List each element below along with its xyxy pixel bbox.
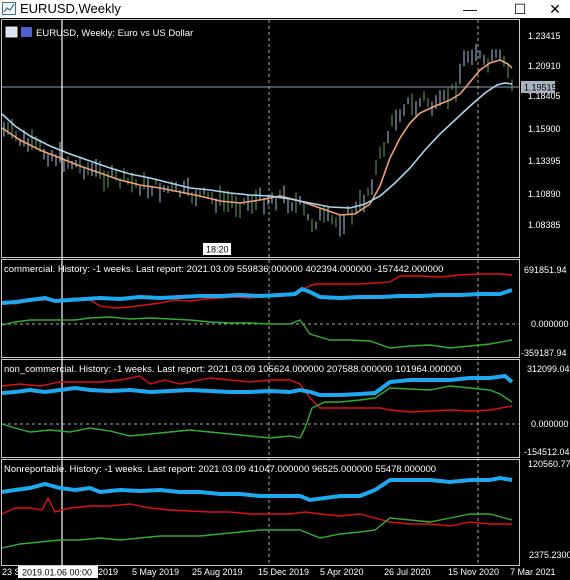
chart-area[interactable]: EURUSD, Weekly: Euro vs US Dollar 1.2341… bbox=[0, 18, 570, 580]
price-axis: 1.23415 1.20910 1.18405 1.15900 1.13395 1.108… bbox=[528, 31, 561, 230]
window-title: EURUSD,Weekly bbox=[20, 1, 121, 16]
commercial-green-series bbox=[1, 316, 513, 349]
price-tick-label: 1.13395 bbox=[528, 156, 561, 166]
time-tick-label: 2019 bbox=[98, 567, 118, 577]
chart-window-icon bbox=[2, 2, 16, 15]
time-cursor-label: 2019.01.06 00:00 bbox=[22, 568, 92, 578]
time-tick-label: 23 Se bbox=[2, 567, 26, 577]
time-cursor-badge: 2019.01.06 00:00 bbox=[18, 566, 98, 578]
commercial-title: commercial. History: -1 weeks. Last repo… bbox=[4, 264, 443, 275]
time-tick-label: 5 Apr 2020 bbox=[320, 567, 364, 577]
time-tick-label: 7 Mar 2021 bbox=[510, 567, 556, 577]
price-tick-label: 1.10890 bbox=[528, 189, 561, 199]
commercial-blue-series bbox=[1, 286, 513, 305]
price-tick-label: 1.23415 bbox=[528, 31, 561, 41]
nonreportable-panel-frame bbox=[1, 459, 520, 566]
price-tick-label: 1.18405 bbox=[528, 91, 561, 101]
nonreportable-blue-series bbox=[1, 475, 513, 503]
close-button[interactable]: ✕ bbox=[549, 1, 561, 17]
minimize-button[interactable]: — bbox=[463, 1, 477, 17]
fast-moving-average bbox=[1, 59, 513, 216]
nonreportable-axis-bottom: 2375.2300 bbox=[529, 550, 570, 560]
price-tick-label: 1.08385 bbox=[528, 220, 561, 230]
price-tick-label: 1.20910 bbox=[528, 61, 561, 71]
commercial-red-series bbox=[1, 273, 513, 309]
commercial-axis-zero: 0.000000 bbox=[531, 319, 569, 329]
main-panel-frame bbox=[1, 19, 520, 258]
time-axis: 23 Se 2019 5 May 2019 25 Aug 2019 15 Dec 201… bbox=[2, 567, 556, 577]
current-price-badge: 1.19519 bbox=[521, 81, 557, 93]
symbol-header: EURUSD, Weekly: Euro vs US Dollar bbox=[5, 26, 193, 39]
price-candles bbox=[3, 43, 513, 237]
flag-icon bbox=[21, 27, 32, 37]
noncommercial-red-series bbox=[1, 375, 513, 413]
noncommercial-axis-bottom: -154512.04 bbox=[524, 447, 570, 457]
slow-moving-average bbox=[1, 82, 513, 209]
price-tick-label: 1.15900 bbox=[528, 124, 561, 134]
time-tick-label: 5 May 2019 bbox=[132, 567, 179, 577]
maximize-button[interactable]: ☐ bbox=[513, 1, 527, 17]
commercial-axis-bottom: -359187.94 bbox=[521, 348, 567, 358]
noncommercial-axis-top: 312099.04 bbox=[527, 364, 570, 374]
crosshair-time: 18:20 bbox=[206, 245, 229, 255]
noncommercial-panel-frame bbox=[1, 359, 520, 458]
nonreportable-axis-top: 120560.77 bbox=[528, 459, 570, 469]
noncommercial-title: non_commercial. History: -1 weeks. Last … bbox=[4, 364, 461, 375]
nonreportable-red-series bbox=[1, 496, 512, 527]
time-tick-label: 15 Dec 2019 bbox=[258, 567, 309, 577]
chart-header-text: EURUSD, Weekly: Euro vs US Dollar bbox=[36, 28, 193, 39]
window-titlebar: EURUSD,Weekly — ☐ ✕ bbox=[0, 0, 570, 18]
commercial-panel-frame bbox=[1, 259, 520, 358]
time-tick-label: 15 Nov 2020 bbox=[448, 567, 499, 577]
crosshair-time-badge: 18:20 bbox=[203, 243, 231, 255]
nonreportable-green-series bbox=[1, 513, 513, 549]
time-tick-label: 26 Jul 2020 bbox=[384, 567, 431, 577]
commercial-axis-top: 691851.94 bbox=[524, 265, 567, 275]
noncommercial-blue-series bbox=[1, 373, 514, 397]
nonreportable-title: Nonreportable. History: -1 weeks. Last r… bbox=[4, 464, 436, 475]
noncommercial-axis-zero: 0.000000 bbox=[531, 419, 569, 429]
noncommercial-green-series bbox=[1, 385, 513, 439]
time-tick-label: 25 Aug 2019 bbox=[192, 567, 243, 577]
grid-icon bbox=[5, 26, 18, 38]
current-price-label: 1.19519 bbox=[524, 83, 557, 93]
